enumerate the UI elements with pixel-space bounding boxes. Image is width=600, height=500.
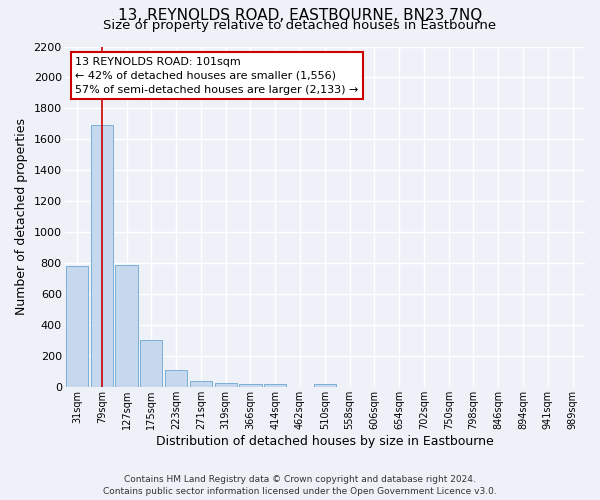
Bar [239,384,262,387]
Bar [215,383,237,387]
Text: Size of property relative to detached houses in Eastbourne: Size of property relative to detached ho… [103,19,497,32]
Y-axis label: Number of detached properties: Number of detached properties [15,118,28,315]
Bar [190,380,212,387]
Text: Contains HM Land Registry data © Crown copyright and database right 2024.
Contai: Contains HM Land Registry data © Crown c… [103,474,497,496]
Bar [66,266,88,387]
Bar [140,340,163,387]
X-axis label: Distribution of detached houses by size in Eastbourne: Distribution of detached houses by size … [156,434,494,448]
Bar [165,370,187,387]
Bar [264,384,286,387]
Text: 13, REYNOLDS ROAD, EASTBOURNE, BN23 7NQ: 13, REYNOLDS ROAD, EASTBOURNE, BN23 7NQ [118,8,482,24]
Bar [115,264,137,387]
Text: 13 REYNOLDS ROAD: 101sqm
← 42% of detached houses are smaller (1,556)
57% of sem: 13 REYNOLDS ROAD: 101sqm ← 42% of detach… [75,56,358,94]
Bar [314,384,336,387]
Bar [91,126,113,387]
